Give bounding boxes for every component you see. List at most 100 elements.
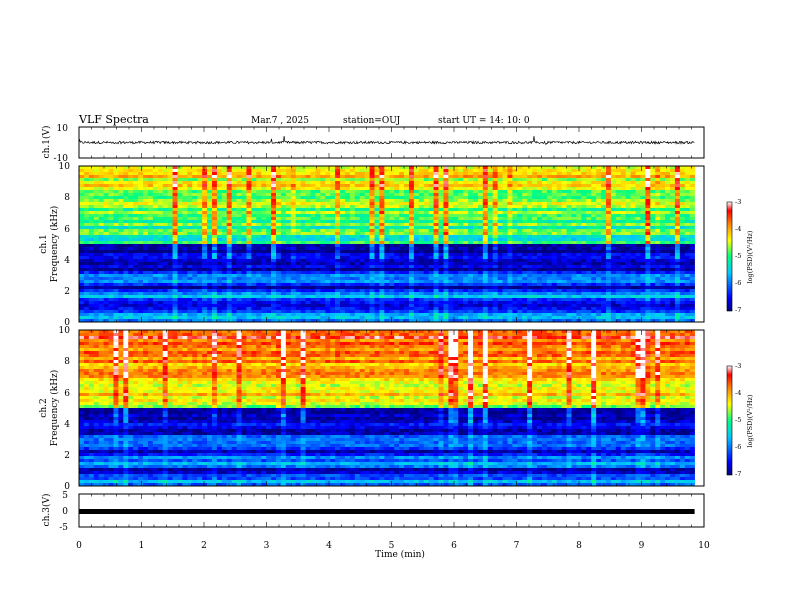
spectrogram-cell bbox=[487, 211, 493, 215]
spectrogram-cell bbox=[207, 175, 213, 179]
spectrogram-cell bbox=[473, 259, 479, 263]
spectrogram-cell bbox=[468, 259, 474, 263]
spectrogram-cell bbox=[527, 169, 533, 173]
spectrogram-cell bbox=[182, 208, 188, 212]
spectrogram-cell bbox=[463, 190, 469, 194]
spectrogram-cell bbox=[374, 172, 380, 176]
spectrogram-cell bbox=[369, 211, 375, 215]
spectrogram-cell bbox=[236, 220, 242, 224]
spectrogram-cell bbox=[576, 271, 582, 275]
spectrogram-cell bbox=[167, 277, 173, 281]
spectrogram-cell bbox=[266, 280, 272, 284]
spectrogram-cell bbox=[128, 205, 134, 209]
spectrogram-cell bbox=[172, 280, 178, 284]
spectrogram-cell bbox=[211, 265, 218, 269]
spectrogram-cell bbox=[556, 271, 562, 275]
spectrogram-cell bbox=[596, 181, 602, 185]
spectrogram-cell bbox=[453, 238, 459, 242]
spectrogram-cell bbox=[305, 268, 311, 272]
spectrogram-cell bbox=[113, 220, 119, 224]
spectrogram-cell bbox=[152, 277, 159, 281]
spectrogram-cell bbox=[689, 220, 695, 224]
spectrogram-cell bbox=[123, 211, 129, 215]
spectrogram-cell bbox=[453, 196, 459, 200]
spectrogram-cell bbox=[404, 265, 410, 269]
spectrogram-cell bbox=[344, 232, 351, 236]
spectrogram-cell bbox=[389, 178, 395, 182]
spectrogram-cell bbox=[123, 262, 129, 266]
spectrogram-cell bbox=[546, 253, 553, 257]
spectrogram-cell bbox=[147, 256, 154, 260]
spectrogram-cell bbox=[551, 259, 558, 263]
spectrogram-cell bbox=[674, 262, 681, 266]
spectrogram-cell bbox=[394, 271, 400, 275]
spectrogram-cell bbox=[477, 265, 484, 269]
spectrogram-cell bbox=[615, 229, 622, 233]
spectrogram-cell bbox=[640, 193, 646, 197]
spectrogram-cell bbox=[605, 196, 612, 200]
spectrogram-cell bbox=[359, 229, 365, 233]
spectrogram-cell bbox=[197, 178, 203, 182]
spectrogram-cell bbox=[83, 223, 90, 227]
spectrogram-cell bbox=[285, 223, 292, 227]
spectrogram-cell bbox=[502, 277, 508, 281]
spectrogram-cell bbox=[517, 214, 523, 218]
spectrogram-cell bbox=[492, 256, 498, 260]
spectrogram-cell bbox=[660, 226, 666, 230]
spectrogram-cell bbox=[335, 196, 341, 200]
spectrogram-cell bbox=[226, 208, 232, 212]
spectrogram-cell bbox=[507, 283, 513, 287]
spectrogram-cell bbox=[290, 226, 296, 230]
spectrogram-cell bbox=[320, 283, 326, 287]
spectrogram-cell bbox=[197, 184, 203, 188]
spectrogram-cell bbox=[108, 211, 114, 215]
spectrogram-cell bbox=[167, 256, 173, 260]
spectrogram-cell bbox=[650, 169, 656, 173]
spectrogram-cell bbox=[231, 229, 237, 233]
spectrogram-cell bbox=[453, 265, 459, 269]
spectrogram-cell bbox=[128, 280, 134, 284]
spectrogram-cell bbox=[138, 280, 144, 284]
spectrogram-cell bbox=[276, 196, 282, 200]
spectrogram-cell bbox=[635, 277, 641, 281]
spectrogram-cell bbox=[640, 262, 646, 266]
spectrogram-cell bbox=[359, 271, 365, 275]
spectrogram-cell bbox=[625, 277, 631, 281]
spectrogram-cell bbox=[211, 181, 218, 185]
spectrogram-cell bbox=[295, 244, 301, 248]
spectrogram-cell bbox=[123, 214, 129, 218]
spectrogram-cell bbox=[167, 181, 173, 185]
spectrogram-cell bbox=[384, 211, 390, 215]
spectrogram-cell bbox=[157, 259, 164, 263]
spectrogram-cell bbox=[448, 241, 454, 245]
spectrogram-cell bbox=[211, 187, 218, 191]
spectrogram-cell bbox=[211, 235, 218, 239]
spectrogram-cell bbox=[172, 220, 178, 224]
spectrogram-cell bbox=[192, 172, 198, 176]
spectrogram-cell bbox=[251, 232, 257, 236]
spectrogram-cell bbox=[359, 232, 365, 236]
spectrogram-cell bbox=[581, 235, 587, 239]
spectrogram-cell bbox=[551, 244, 558, 248]
spectrogram-cell bbox=[261, 193, 267, 197]
spectrogram-cell bbox=[408, 244, 415, 248]
spectrogram-cell bbox=[305, 217, 311, 221]
spectrogram-cell bbox=[261, 259, 267, 263]
spectrogram-cell bbox=[261, 223, 267, 227]
spectrogram-cell bbox=[118, 211, 124, 215]
spectrogram-cell bbox=[408, 202, 415, 206]
spectrogram-cell bbox=[581, 199, 587, 203]
spectrogram-cell bbox=[103, 259, 109, 263]
spectrogram-cell bbox=[679, 214, 686, 218]
spectrogram-cell bbox=[310, 175, 316, 179]
spectrogram-cell bbox=[453, 250, 459, 254]
spectrogram-cell bbox=[364, 217, 370, 221]
spectrogram-cell bbox=[231, 247, 237, 251]
spectrogram-cell bbox=[349, 238, 356, 242]
spectrogram-cell bbox=[138, 229, 144, 233]
spectrogram-cell bbox=[556, 184, 562, 188]
spectrogram-cell bbox=[93, 235, 99, 239]
spectrogram-cell bbox=[354, 268, 361, 272]
spectrogram-cell bbox=[492, 193, 498, 197]
spectrogram-cell bbox=[477, 280, 484, 284]
